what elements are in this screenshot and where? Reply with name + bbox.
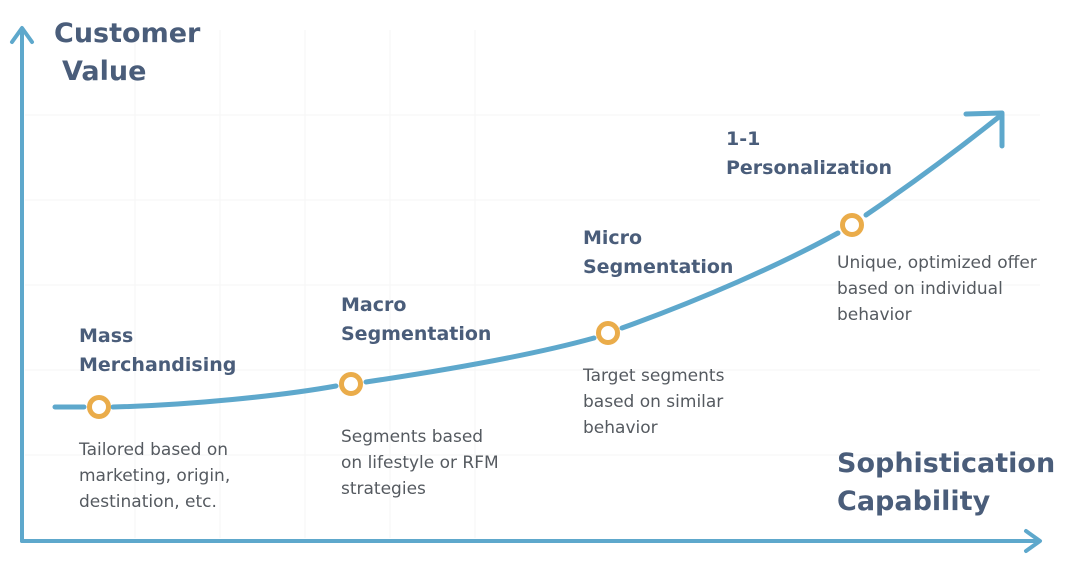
stage-title-macro: Macro Segmentation [341,291,491,349]
stage-desc-macro: Segments based on lifestyle or RFM strat… [341,424,499,502]
stage-marker-macro [339,372,363,396]
curve-segment [110,383,339,410]
y-axis-title-line2: Value [62,56,147,87]
stage-desc-line: behavior [837,305,912,325]
stage-marker-micro [596,321,620,345]
stage-title-micro: Micro Segmentation [583,224,733,282]
y-axis-title: Customer Value [54,15,200,91]
stage-marker-personalization [840,213,864,237]
stage-markers [87,213,864,419]
stage-desc-micro: Target segments based on similar behavio… [583,363,724,441]
x-axis-arrowhead [1024,529,1042,553]
y-axis-arrowhead [10,26,34,44]
stage-title-personalization: 1-1 Personalization [726,125,892,183]
x-axis-title: Sophistication Capability [837,445,1055,521]
stage-desc-line: Segments based [341,427,484,447]
stage-title-line: Segmentation [583,256,734,278]
y-axis [10,26,34,543]
stage-desc-line: based on similar [583,392,724,412]
curve-arrowhead [963,110,1005,149]
stage-desc-line: strategies [341,479,426,499]
stage-desc-personalization: Unique, optimized offer based on individ… [837,250,1037,328]
x-axis-title-line1: Sophistication [837,448,1056,479]
stage-title-line: Micro [583,227,643,249]
stage-desc-line: behavior [583,418,658,438]
stage-desc-mass: Tailored based on marketing, origin, des… [79,437,230,515]
stage-title-mass: Mass Merchandising [79,322,236,380]
y-axis-title-line1: Customer [54,18,201,49]
stage-desc-line: Tailored based on [79,440,228,460]
x-axis [20,529,1042,553]
curve-segment [863,113,1003,218]
stage-title-line: Personalization [726,157,892,179]
stage-desc-line: Unique, optimized offer [837,253,1037,273]
growth-curve [52,110,1005,410]
x-axis-title-line2: Capability [837,486,991,517]
stage-desc-line: on lifestyle or RFM [341,453,499,473]
background-grid [25,30,1040,538]
stage-title-line: 1-1 [726,128,761,150]
stage-title-line: Macro [341,294,407,316]
stage-title-line: Mass [79,325,134,347]
stage-title-line: Merchandising [79,354,237,376]
stage-desc-line: marketing, origin, [79,466,231,486]
curve-segment [363,335,597,385]
curve-segment [619,230,841,331]
stage-desc-line: destination, etc. [79,492,217,512]
stage-desc-line: Target segments [583,366,725,386]
stage-title-line: Segmentation [341,323,492,345]
stage-marker-mass [87,395,111,419]
stage-desc-line: based on individual [837,279,1003,299]
